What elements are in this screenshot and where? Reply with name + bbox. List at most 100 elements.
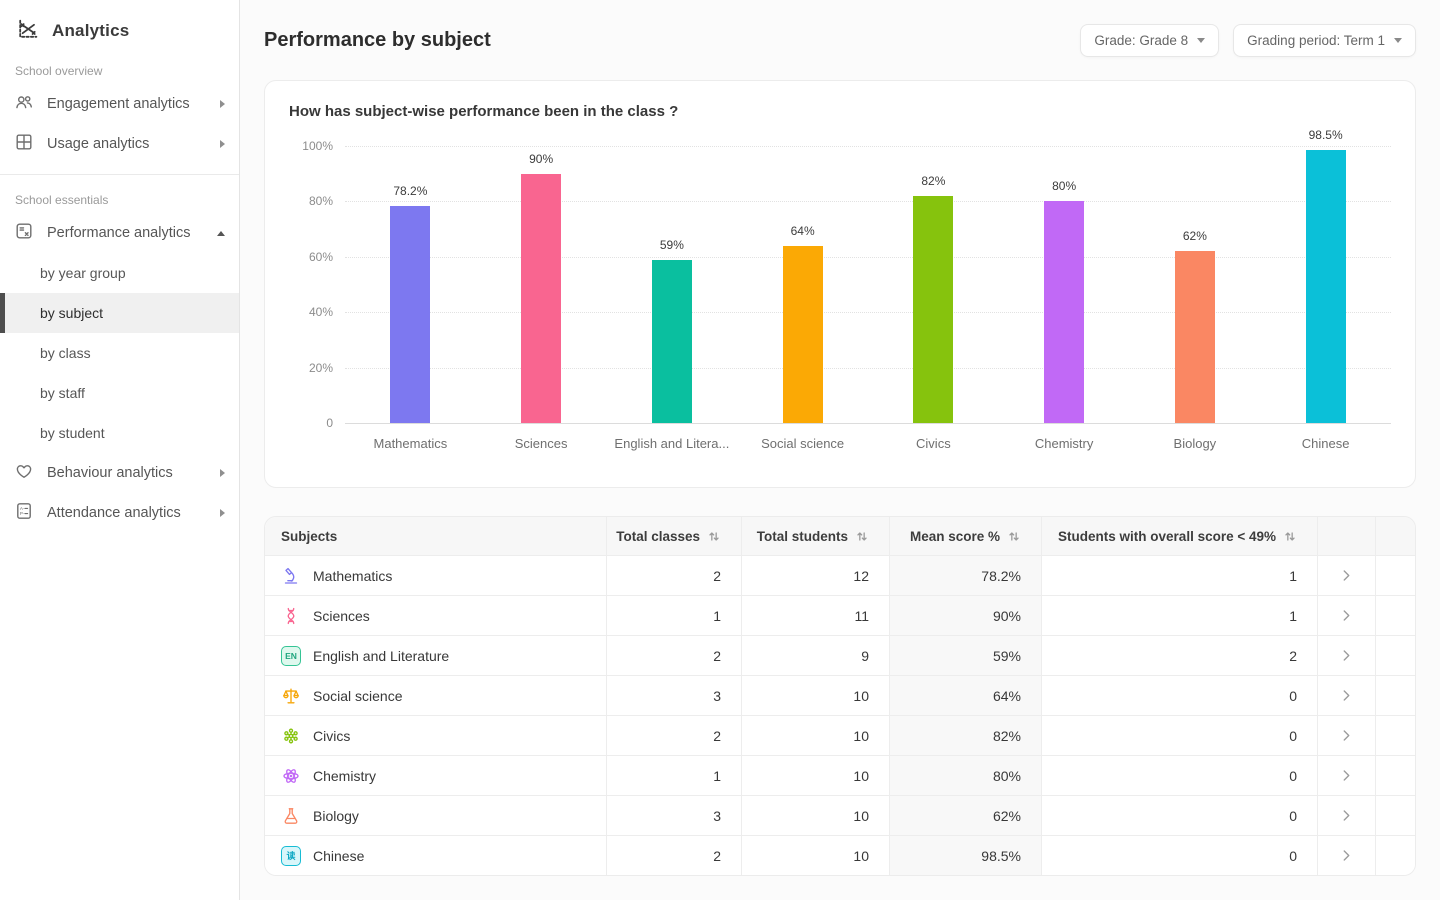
mean-score-cell: 80% (889, 756, 1041, 795)
sidebar-subitem-by-class[interactable]: by class (40, 345, 91, 361)
bar-column-sciences: 90% (476, 146, 607, 423)
app-logo: Analytics (0, 0, 239, 56)
table-row-sciences[interactable]: Sciences 1 11 90% 1 (265, 595, 1415, 635)
below-49-cell: 1 (1041, 556, 1317, 595)
total-classes-cell: 2 (606, 556, 741, 595)
grading-period-filter-dropdown[interactable]: Grading period: Term 1 (1233, 23, 1416, 57)
row-spacer-cell (1375, 596, 1415, 635)
bar-chinese (1305, 150, 1346, 423)
mean-score-cell: 64% (889, 676, 1041, 715)
bar-column-mathematics: 78.2% (345, 146, 476, 423)
chevron-down-icon (1197, 37, 1206, 43)
people-icon (14, 92, 34, 116)
x-axis-label-english-and-literature: English and Litera... (614, 436, 730, 451)
col-header-label: Mean score % (909, 528, 1000, 544)
calculator-icon (14, 221, 34, 245)
sidebar-item-performance-analytics[interactable]: Performance analytics (0, 213, 239, 253)
total-classes-cell: 2 (606, 836, 741, 875)
attendance-list-icon: A- P- (14, 501, 34, 525)
chevron-right-icon (1343, 650, 1350, 661)
bar-value-label: 64% (790, 223, 815, 238)
subject-name: Chinese (313, 847, 365, 864)
table-row-social-science[interactable]: Social science 3 10 64% 0 (265, 675, 1415, 715)
below-49-cell: 0 (1041, 756, 1317, 795)
sidebar-subitem-by-subject[interactable]: by subject (0, 293, 239, 333)
sidebar-item-usage-analytics[interactable]: Usage analytics (0, 124, 239, 164)
bar-value-label: 90% (529, 151, 554, 166)
row-expand-button[interactable] (1337, 566, 1356, 585)
svg-text:P-: P- (20, 511, 25, 516)
sort-icon (709, 531, 719, 541)
section-label-school-overview: School overview (15, 64, 103, 78)
chevron-up-icon (217, 230, 225, 236)
chart-x-axis-labels: Mathematics Sciences English and Litera...… (345, 436, 1391, 451)
chevron-right-icon (220, 469, 225, 477)
sidebar-item-label: Usage analytics (47, 136, 150, 152)
total-students-cell: 11 (741, 596, 889, 635)
section-label-school-essentials: School essentials (15, 193, 109, 207)
row-spacer-cell (1375, 796, 1415, 835)
table-row-mathematics[interactable]: Mathematics 2 12 78.2% 1 (265, 555, 1415, 595)
table-row-biology[interactable]: Biology 3 10 62% 0 (265, 795, 1415, 835)
total-classes-cell: 2 (606, 716, 741, 755)
sidebar-item-attendance-analytics[interactable]: A- P- Attendance analytics (0, 493, 239, 533)
col-header-total-classes[interactable]: Total classes (606, 517, 741, 555)
gridline (345, 423, 1391, 424)
col-header-students-with-overall-score-49[interactable]: Students with overall score < 49% (1041, 517, 1317, 555)
sidebar-item-behaviour-analytics[interactable]: Behaviour analytics (0, 453, 239, 493)
total-students-cell: 10 (741, 756, 889, 795)
row-expand-button[interactable] (1337, 606, 1356, 625)
bar-value-label: 98.5% (1308, 128, 1343, 143)
row-expand-button[interactable] (1337, 846, 1356, 865)
table-row-chemistry[interactable]: Chemistry 1 10 80% 0 (265, 755, 1415, 795)
y-axis-tick: 0 (326, 416, 333, 430)
bar-sciences (521, 173, 562, 423)
chevron-right-icon (1343, 810, 1350, 821)
sidebar-subitem-by-staff[interactable]: by staff (40, 385, 85, 401)
row-actions-cell (1317, 676, 1375, 715)
chevron-down-icon (1394, 37, 1402, 43)
sidebar-subitem-by-year-group[interactable]: by year group (40, 265, 126, 281)
total-classes-cell: 2 (606, 636, 741, 675)
row-actions-cell (1317, 556, 1375, 595)
row-spacer-cell (1375, 836, 1415, 875)
subject-name: Sciences (313, 607, 370, 624)
subject-name: Chemistry (313, 767, 377, 784)
below-49-cell: 0 (1041, 716, 1317, 755)
total-students-cell: 10 (741, 716, 889, 755)
sidebar-item-engagement-analytics[interactable]: Engagement analytics (0, 84, 239, 124)
sort-icon (1285, 531, 1295, 541)
row-expand-button[interactable] (1337, 726, 1356, 745)
table-row-english-and-literature[interactable]: EN English and Literature 2 9 59% 2 (265, 635, 1415, 675)
total-students-cell: 10 (741, 836, 889, 875)
bar-column-social-science: 64% (737, 146, 868, 423)
sidebar-item-label: Behaviour analytics (47, 465, 173, 481)
table-row-chinese[interactable]: 读 Chinese 2 10 98.5% 0 (265, 835, 1415, 875)
chevron-right-icon (1343, 730, 1350, 741)
grade-filter-dropdown[interactable]: Grade: Grade 8 (1080, 23, 1220, 57)
chevron-right-icon (1343, 850, 1350, 861)
row-actions-cell (1317, 596, 1375, 635)
bar-mathematics (390, 206, 431, 423)
subject-name: Civics (313, 727, 351, 744)
sidebar-item-label: Performance analytics (47, 225, 191, 241)
row-expand-button[interactable] (1337, 686, 1356, 705)
col-header-mean-score[interactable]: Mean score % (889, 517, 1041, 555)
svg-text:A-: A- (20, 506, 25, 511)
col-header-subjects: Subjects (281, 528, 338, 544)
bar-english-and-literature (651, 259, 692, 423)
below-49-cell: 2 (1041, 636, 1317, 675)
row-expand-button[interactable] (1337, 646, 1356, 665)
subject-name: Biology (313, 807, 359, 824)
mean-score-cell: 62% (889, 796, 1041, 835)
bar-chemistry (1044, 201, 1085, 423)
row-expand-button[interactable] (1337, 806, 1356, 825)
table-row-civics[interactable]: Civics 2 10 82% 0 (265, 715, 1415, 755)
bar-column-civics: 82% (868, 146, 999, 423)
chevron-right-icon (1343, 770, 1350, 781)
col-header-total-students[interactable]: Total students (741, 517, 889, 555)
subject-name: English and Literature (313, 647, 450, 664)
row-expand-button[interactable] (1337, 766, 1356, 785)
y-axis-tick: 20% (308, 360, 333, 375)
sidebar-subitem-by-student[interactable]: by student (40, 425, 105, 441)
